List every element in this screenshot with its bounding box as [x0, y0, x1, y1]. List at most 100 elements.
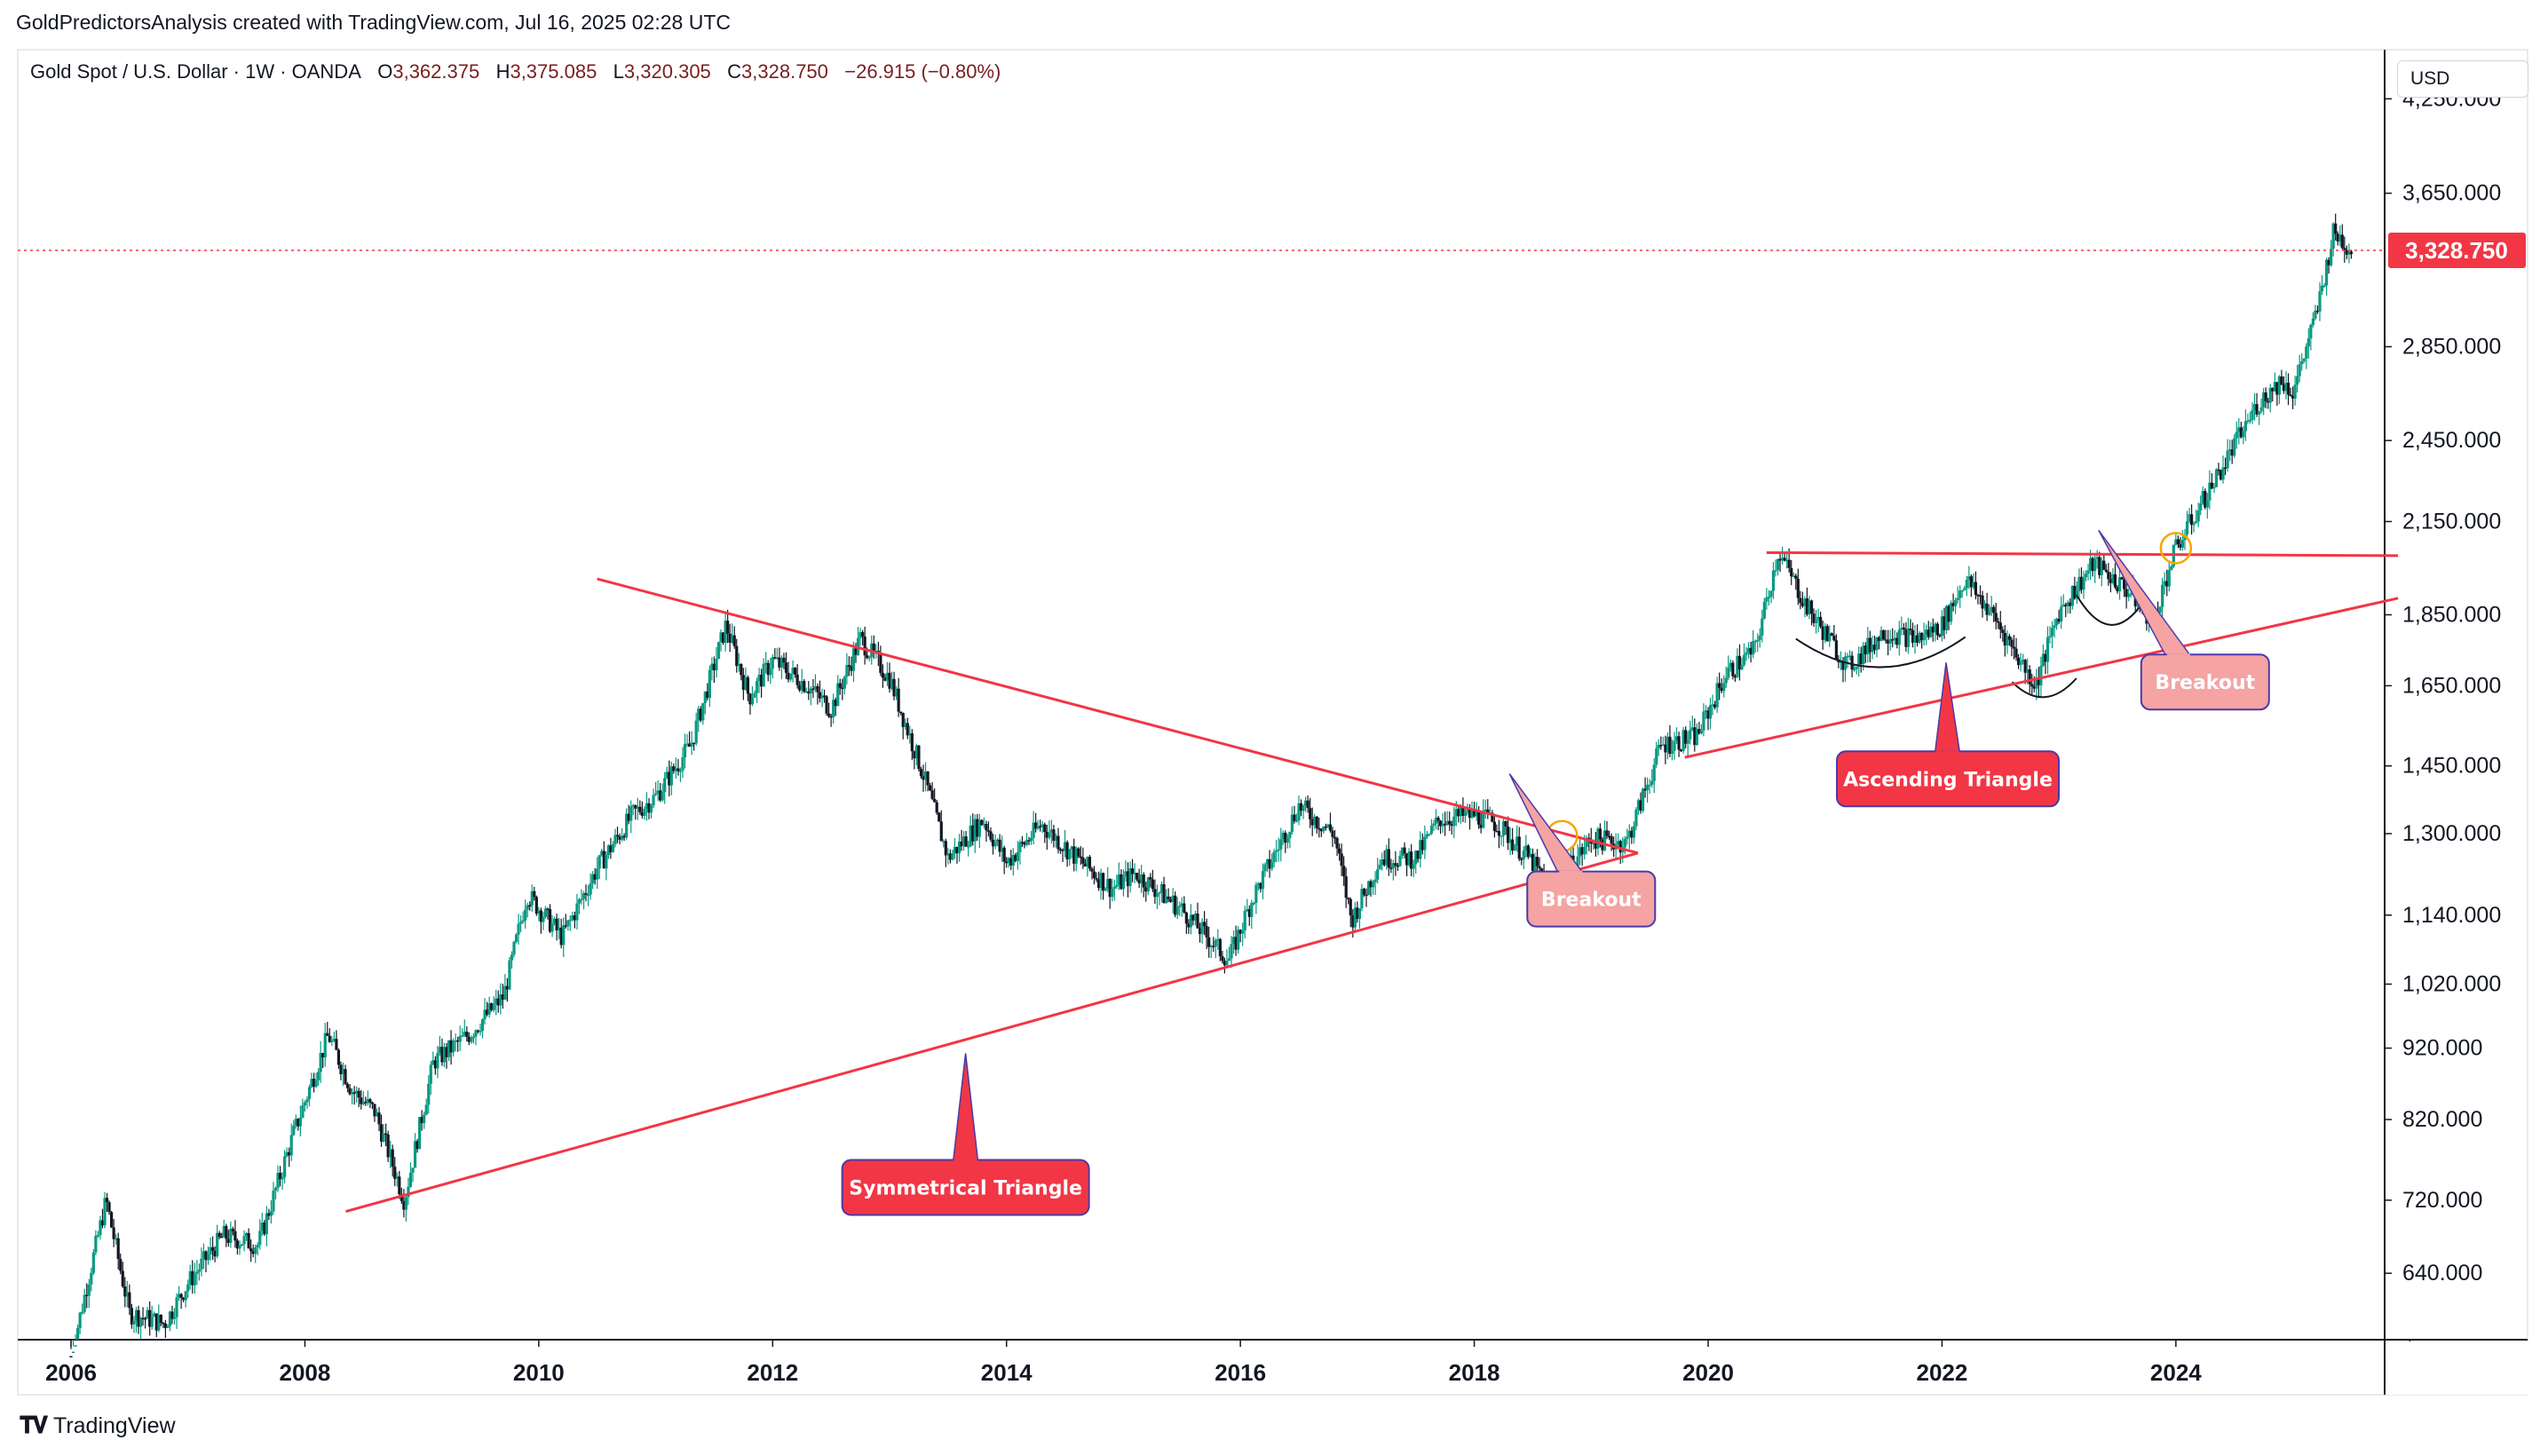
candle-body — [1520, 859, 1523, 860]
candle-body — [1130, 868, 1135, 874]
candle-body — [2050, 628, 2054, 637]
candle-body — [625, 813, 629, 838]
candle-body — [800, 681, 803, 691]
candle-body — [991, 839, 995, 847]
candle-body — [872, 643, 875, 652]
candle-body — [2107, 571, 2110, 580]
tradingview-brand[interactable]: 𝐓𝐕 TradingView — [20, 1412, 176, 1440]
close-value: 3,328.750 — [741, 60, 828, 83]
candle-body — [961, 836, 966, 847]
candle-body — [2060, 606, 2063, 622]
candle-body — [2037, 677, 2040, 685]
candle-body — [465, 1032, 469, 1037]
candle-body — [2219, 470, 2223, 480]
candle-body — [1677, 736, 1681, 750]
price-axis[interactable]: 640.000 720.000 820.000 920.000 1,020.000 1,1… — [2385, 86, 2501, 1286]
candle-body — [1902, 627, 1905, 629]
candle-body — [1250, 903, 1254, 917]
candle-body — [1708, 705, 1713, 719]
candle-body — [496, 998, 500, 1006]
candle-body — [685, 743, 689, 746]
candle-body — [543, 908, 548, 917]
candle-body — [914, 745, 918, 759]
candle-body — [442, 1047, 447, 1063]
candle-body — [2201, 491, 2204, 504]
candle-body — [2014, 648, 2018, 658]
candle-body — [611, 844, 615, 852]
candle-body — [512, 941, 516, 955]
candle-body — [1347, 898, 1350, 899]
candle-body — [1454, 809, 1458, 817]
candle-body — [977, 819, 981, 837]
candle-body — [1212, 946, 1215, 947]
candle-body — [2322, 285, 2326, 287]
price-tick-label: 920.000 — [2402, 1036, 2482, 1061]
candle-body — [94, 1235, 98, 1253]
candle-body — [1864, 645, 1867, 655]
candle-body — [1234, 937, 1238, 950]
candle-body — [501, 994, 504, 1000]
candle-body — [571, 915, 574, 920]
candle-body — [546, 908, 550, 910]
candle-body — [134, 1310, 138, 1321]
candle-body — [2111, 574, 2115, 583]
candle-body — [1061, 850, 1064, 851]
candle-body — [1095, 878, 1098, 880]
candle-body — [1680, 749, 1683, 752]
candle-body — [273, 1188, 278, 1191]
candle-body — [933, 798, 937, 803]
candle-body — [154, 1313, 158, 1331]
candle-body — [1054, 835, 1058, 842]
candle-body — [1969, 576, 1973, 588]
candle-body — [1420, 840, 1424, 851]
candle-body — [379, 1124, 384, 1142]
candle-body — [1023, 842, 1026, 845]
candle-body — [503, 985, 507, 1000]
candle-body — [1005, 861, 1009, 864]
candle-body — [564, 925, 567, 927]
candle-body — [2255, 404, 2259, 415]
candle-body — [71, 1351, 75, 1354]
symbol-name[interactable]: Gold Spot / U.S. Dollar · 1W · OANDA — [30, 60, 361, 83]
candle-body — [1366, 881, 1371, 896]
time-axis[interactable]: 2006 2008 2010 2012 2014 2016 2018 2020 2022 2024… — [45, 1340, 2548, 1395]
candle-body — [677, 768, 680, 772]
candle-body — [769, 669, 772, 676]
candle-body — [321, 1052, 325, 1058]
candle-body — [2214, 469, 2219, 487]
candle-body — [1068, 849, 1072, 859]
candle-body — [2286, 383, 2291, 395]
candle-body — [2248, 419, 2252, 422]
candle-body — [1365, 894, 1368, 897]
candle-body — [411, 1167, 415, 1173]
candle-body — [289, 1135, 293, 1156]
candle-body — [1794, 575, 1798, 579]
candle-body — [1115, 884, 1119, 887]
close-label: C — [727, 60, 742, 83]
candle-body — [467, 1036, 471, 1042]
candle-body — [1655, 748, 1658, 765]
candle-body — [1102, 873, 1105, 891]
candle-body — [1682, 730, 1685, 751]
candle-body — [1279, 839, 1283, 850]
candle-body — [841, 687, 844, 690]
candle-body — [1247, 909, 1251, 917]
candle-body — [1423, 836, 1427, 851]
candle-body — [1918, 632, 1921, 643]
candle-body — [1310, 819, 1314, 826]
candle-body — [1832, 636, 1836, 641]
candle-body — [2275, 382, 2279, 395]
candle-body — [1598, 828, 1602, 840]
currency-selector[interactable]: USD — [2397, 60, 2528, 98]
candle-body — [123, 1286, 127, 1297]
candle-body — [2095, 557, 2099, 559]
candle-body — [967, 845, 970, 848]
candle-body — [690, 742, 693, 748]
candle-body — [1504, 820, 1507, 827]
candle-body — [1951, 603, 1955, 606]
candle-body — [305, 1099, 309, 1103]
candle-body — [1121, 876, 1126, 890]
candle-body — [850, 666, 853, 671]
candle-body — [631, 804, 635, 807]
